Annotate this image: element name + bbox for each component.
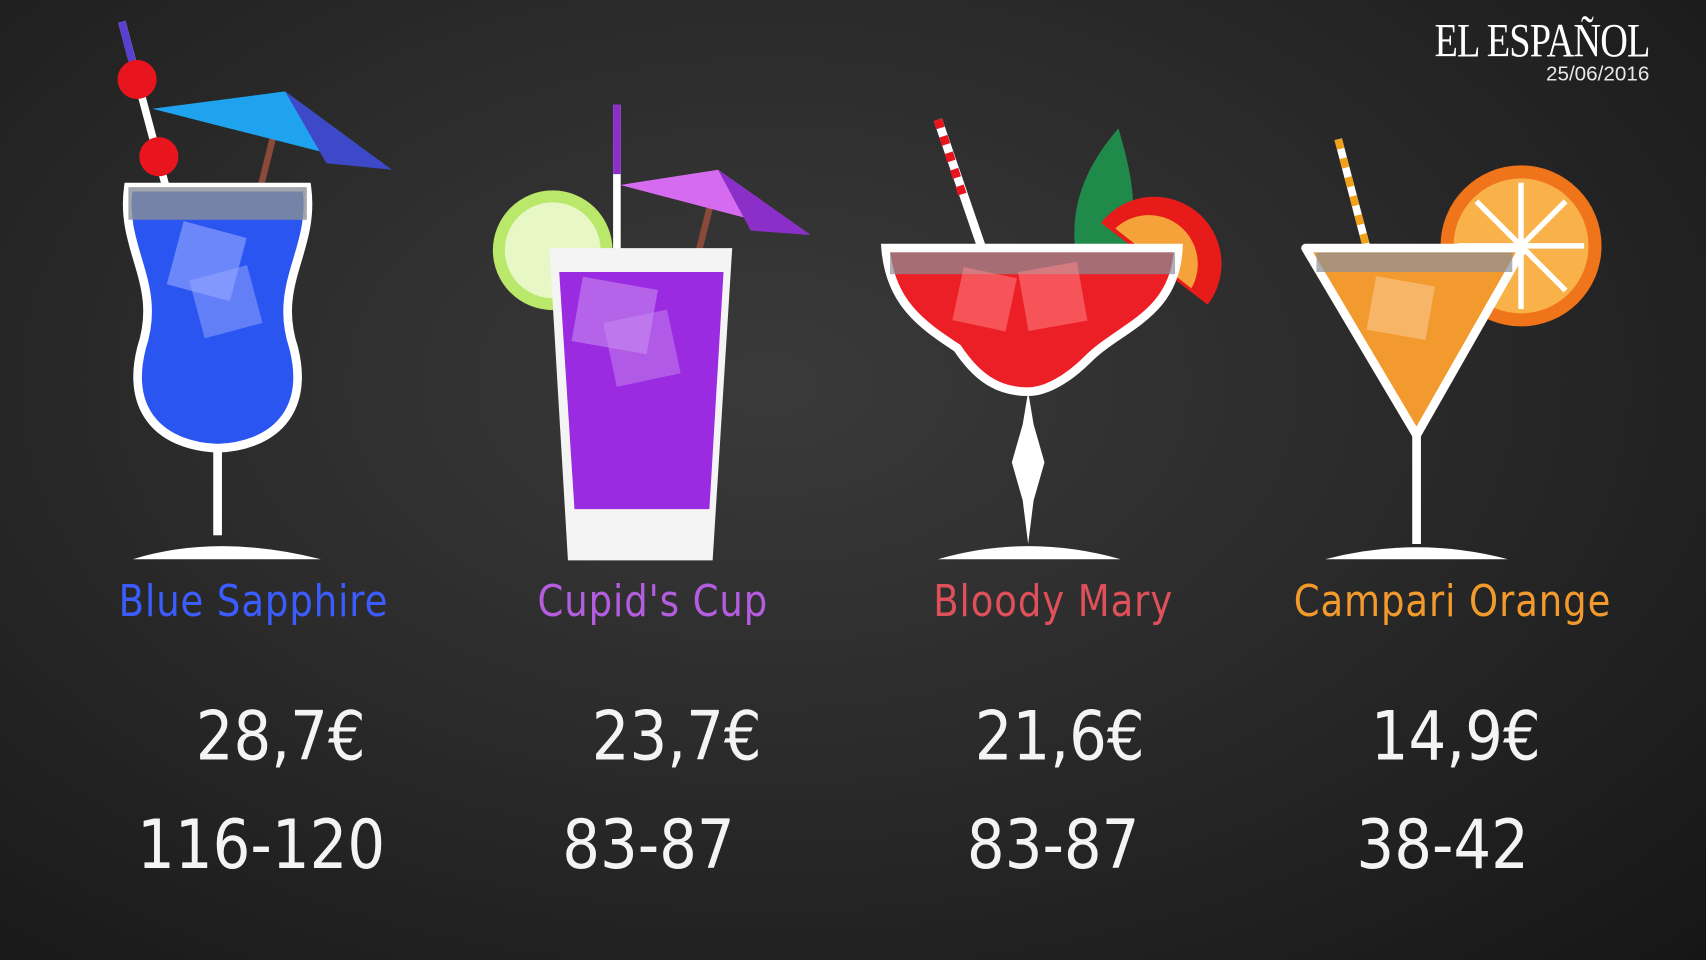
range-blue-sapphire: 116-120 <box>137 805 386 885</box>
price-blue-sapphire: 28,7€ <box>195 696 366 776</box>
cupids-cup-glass-icon <box>492 104 811 561</box>
cocktail-name-cupids-cup: Cupid's Cup <box>537 576 769 627</box>
range-bloody-mary: 83-87 <box>966 805 1140 885</box>
el-espanol-logo: EL ESPAÑOL 25/06/2016 <box>1381 15 1650 87</box>
range-campari-orange: 38-42 <box>1356 805 1529 885</box>
range-cupids-cup: 83-87 <box>562 805 735 885</box>
bloody-mary-glass-icon <box>880 118 1222 560</box>
campari-orange-glass-icon <box>1301 138 1602 560</box>
cocktail-name-bloody-mary: Bloody Mary <box>933 576 1174 627</box>
logo-wordmark: EL ESPAÑOL <box>1434 14 1650 68</box>
cocktail-name-campari-orange: Campari Orange <box>1293 576 1612 627</box>
cocktail-name-blue-sapphire: Blue Sapphire <box>118 576 389 627</box>
price-campari-orange: 14,9€ <box>1370 696 1541 776</box>
blue-sapphire-glass-icon <box>117 20 392 560</box>
price-bloody-mary: 21,6€ <box>974 696 1145 776</box>
publication-date: 25/06/2016 <box>1545 63 1650 86</box>
price-cupids-cup: 23,7€ <box>591 696 762 776</box>
